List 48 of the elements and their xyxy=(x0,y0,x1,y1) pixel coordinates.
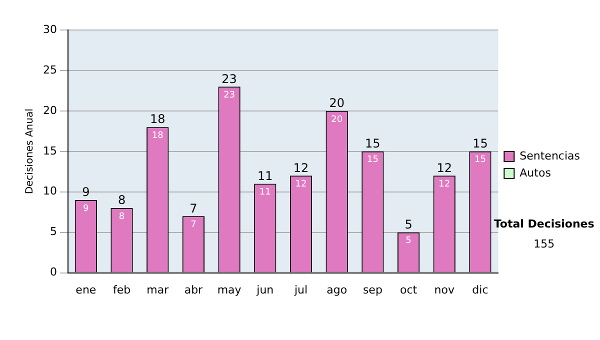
total-label: 23 xyxy=(222,72,237,86)
x-tick-label: nov xyxy=(434,283,455,296)
data-label: 15 xyxy=(366,155,378,166)
x-tick-label: dic xyxy=(472,283,488,296)
data-label: 11 xyxy=(259,188,271,198)
total-label: 9 xyxy=(82,185,90,200)
y-tick-label: 25 xyxy=(42,63,57,76)
y-tick-label: 5 xyxy=(50,225,57,238)
total-label: 15 xyxy=(472,136,488,151)
legend-label: Autos xyxy=(520,166,552,180)
y-tick-label: 10 xyxy=(42,184,57,198)
y-tick-label: 0 xyxy=(50,266,57,279)
data-label: 20 xyxy=(331,114,343,125)
y-tick-label: 15 xyxy=(42,144,57,158)
data-label: 18 xyxy=(152,130,164,141)
x-tick-label: feb xyxy=(112,283,131,296)
x-tick-label: oct xyxy=(400,283,418,296)
data-label: 15 xyxy=(474,155,486,166)
x-tick-label: mar xyxy=(146,283,170,296)
x-tick-label: jun xyxy=(256,283,274,296)
x-tick-label: ene xyxy=(76,283,96,296)
x-tick-label: ago xyxy=(326,283,348,296)
total-label: 12 xyxy=(293,160,309,175)
total-label: 8 xyxy=(118,193,126,208)
y-tick-label: 30 xyxy=(42,22,57,36)
total-label: 11 xyxy=(258,168,273,183)
y-tick-label: 20 xyxy=(42,104,57,117)
y-axis-title: Decisiones Anual xyxy=(24,108,36,194)
x-tick-label: may xyxy=(217,283,242,296)
data-label: 9 xyxy=(83,204,90,214)
x-tick-label: sep xyxy=(362,283,382,296)
data-label: 12 xyxy=(438,180,450,190)
data-label: 7 xyxy=(190,220,196,230)
x-tick-label: jul xyxy=(293,283,308,296)
legend-label: Sentencias xyxy=(520,149,580,162)
data-label: 23 xyxy=(224,90,236,100)
data-label: 12 xyxy=(295,180,307,190)
total-label: 18 xyxy=(150,112,166,126)
text: 155 xyxy=(534,237,555,250)
total-label: 12 xyxy=(436,160,452,175)
data-label: 5 xyxy=(406,236,412,246)
total-label: 7 xyxy=(190,201,198,216)
x-tick-label: abr xyxy=(184,283,204,296)
total-label: 5 xyxy=(404,217,412,232)
annotation: Total Decisiones xyxy=(494,217,595,230)
data-label: 8 xyxy=(118,212,125,222)
total-label: 20 xyxy=(329,96,344,110)
total-label: 15 xyxy=(365,136,380,151)
